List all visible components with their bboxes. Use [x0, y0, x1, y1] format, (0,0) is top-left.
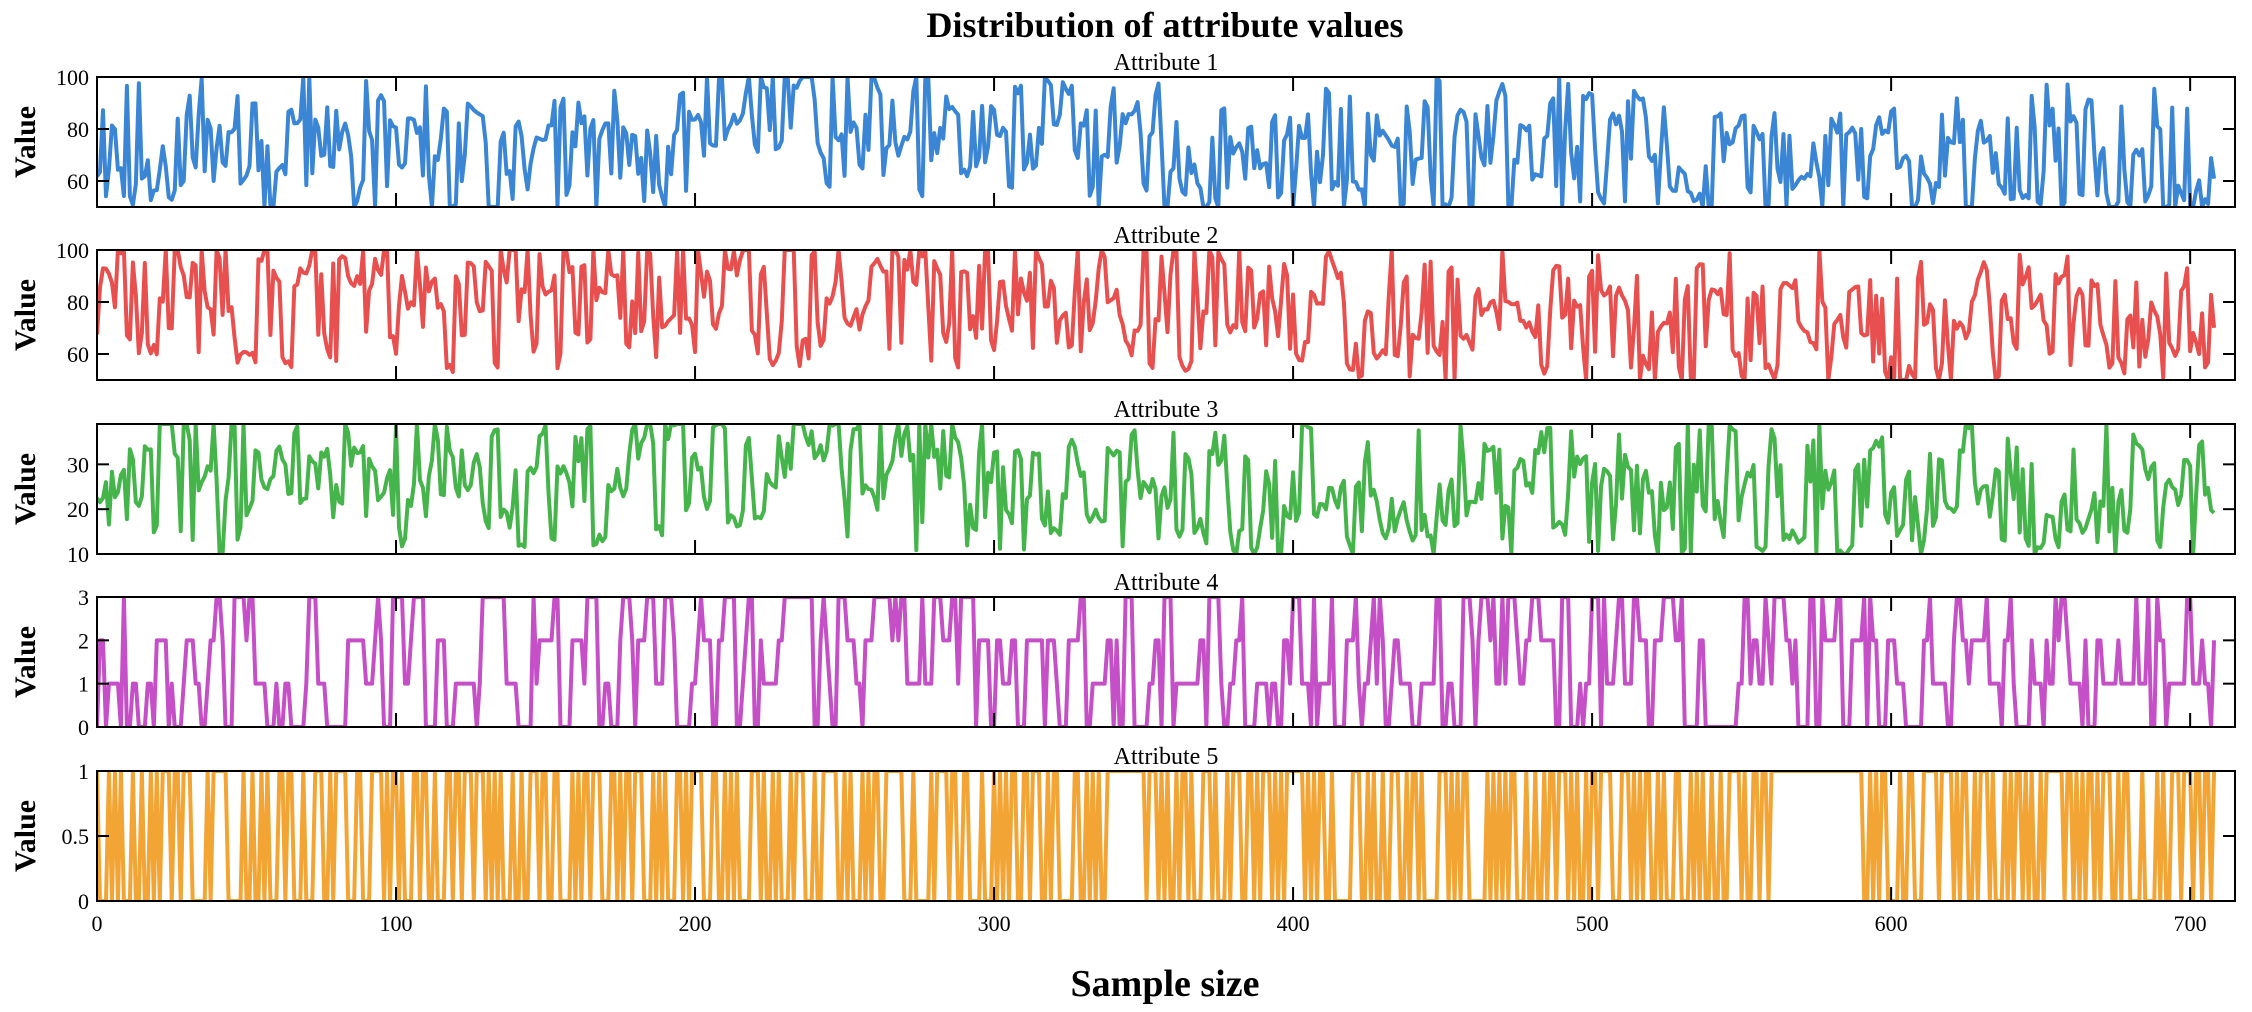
- panel-4: Attribute 4 Value 0 1 2 3: [9, 570, 2236, 740]
- x-tick-label-3: 300: [978, 911, 1011, 936]
- axes-frame-4: [96, 596, 2236, 728]
- y-axis-label-5: Value: [9, 800, 42, 872]
- panel-title-3: Attribute 3: [1114, 397, 1219, 423]
- series-line-2: [97, 250, 2217, 380]
- y-tick-label-3-1: 20: [67, 497, 89, 522]
- x-axis-label: Sample size: [1071, 963, 1260, 1005]
- x-tick-label-2: 200: [679, 911, 712, 936]
- x-tick-label-5: 500: [1576, 911, 1609, 936]
- y-axis-label-3: Value: [9, 453, 42, 525]
- axes-frame-3: [96, 423, 2236, 555]
- y-tick-label-5-0: 0: [78, 889, 89, 914]
- y-tick-label-2-0: 60: [67, 342, 89, 367]
- y-tick-label-5-1: 0.5: [62, 824, 90, 849]
- y-tick-label-4-2: 2: [78, 628, 89, 653]
- x-tick-label-4: 400: [1277, 911, 1310, 936]
- x-tick-label-6: 600: [1875, 911, 1908, 936]
- x-tick-label-1: 100: [380, 911, 413, 936]
- series-line-5: [97, 771, 2217, 901]
- panel-1: Attribute 1 Value 60 80 100: [9, 50, 2236, 208]
- y-tick-label-1-1: 80: [67, 117, 89, 142]
- y-tick-label-3-0: 10: [67, 542, 89, 567]
- series-line-3: [97, 424, 2216, 554]
- panel-3: Attribute 3 Value 10 20 30: [9, 397, 2236, 567]
- y-tick-label-2-1: 80: [67, 290, 89, 315]
- x-tick-label-7: 700: [2174, 911, 2207, 936]
- y-tick-label-4-1: 1: [78, 672, 89, 697]
- y-tick-label-1-0: 60: [67, 169, 89, 194]
- y-tick-label-5-2: 1: [78, 759, 89, 784]
- panel-title-4: Attribute 4: [1114, 570, 1219, 596]
- y-tick-label-1-2: 100: [56, 65, 89, 90]
- chart-title: Distribution of attribute values: [927, 5, 1404, 45]
- y-tick-label-2-2: 100: [56, 238, 89, 263]
- axes-frame-1: [96, 76, 2236, 208]
- panel-title-5: Attribute 5: [1114, 744, 1219, 770]
- y-tick-label-4-0: 0: [78, 715, 89, 740]
- y-axis-label-1: Value: [9, 106, 42, 178]
- panel-title-1: Attribute 1: [1114, 50, 1219, 76]
- panel-title-2: Attribute 2: [1114, 223, 1219, 249]
- series-line-1: [97, 77, 2217, 207]
- axes-frame-2: [96, 249, 2236, 381]
- panel-5: Attribute 5 Value 0 0.5 1 0 100 200 300 400 500 600…: [9, 744, 2236, 936]
- y-axis-label-4: Value: [9, 626, 42, 698]
- y-axis-label-2: Value: [9, 279, 42, 351]
- y-tick-label-4-3: 3: [78, 585, 89, 610]
- x-tick-label-0: 0: [92, 911, 103, 936]
- y-tick-label-3-2: 30: [67, 452, 89, 477]
- panel-2: Attribute 2 Value 60 80 100: [9, 223, 2236, 381]
- series-line-4: [97, 597, 2217, 727]
